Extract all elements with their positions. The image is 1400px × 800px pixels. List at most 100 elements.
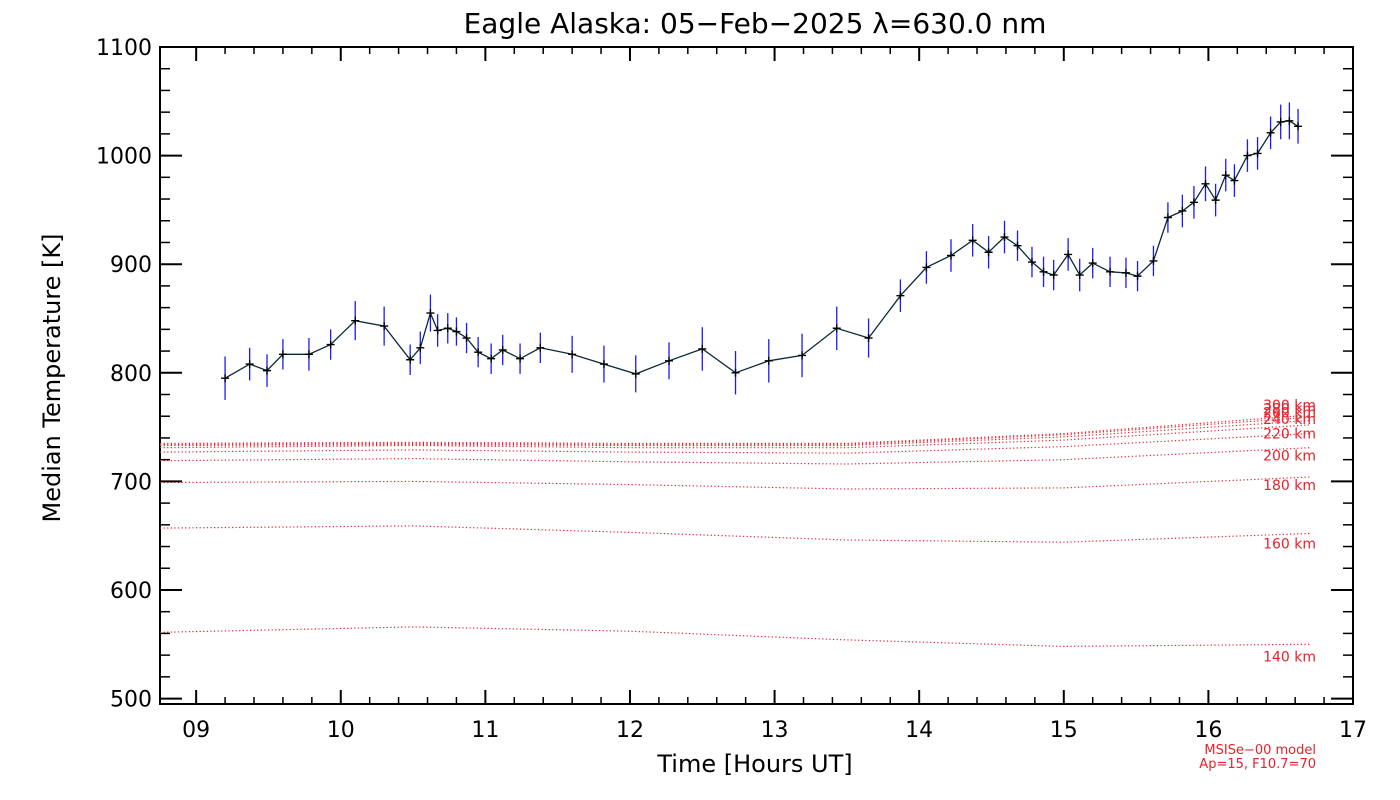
data-point (1211, 196, 1220, 205)
x-axis: 09 10 11 12 13 14 15 16 17 (182, 47, 1367, 743)
data-point (536, 343, 545, 352)
x-tick-label: 16 (1194, 718, 1222, 743)
data-point (1049, 271, 1058, 280)
x-tick-label: 09 (182, 718, 210, 743)
data-point (1253, 149, 1262, 158)
data-point (1163, 213, 1172, 222)
data-point (665, 356, 674, 365)
data-point (731, 368, 740, 377)
model-curve-label: 180 km (1263, 478, 1316, 494)
data-point (764, 356, 773, 365)
y-tick-label: 500 (110, 688, 152, 713)
temperature-line (224, 120, 1299, 379)
x-tick-label: 10 (327, 718, 355, 743)
data-point (1178, 206, 1187, 215)
data-point (452, 327, 461, 336)
data-point (1000, 233, 1009, 242)
data-point (1064, 250, 1073, 259)
model-curve (159, 414, 1310, 444)
data-point (263, 366, 272, 375)
y-tick-label: 600 (110, 579, 152, 604)
data-point (487, 354, 496, 363)
data-point (1243, 151, 1252, 160)
model-curve (159, 420, 1310, 447)
data-point (326, 340, 335, 349)
model-curve-label: 280 km (1263, 401, 1316, 417)
y-tick-label: 1100 (96, 36, 152, 61)
data-point (599, 360, 608, 369)
y-tick-label: 700 (110, 470, 152, 495)
model-curve (159, 416, 1310, 446)
data-point (380, 322, 389, 331)
model-curve-label: 140 km (1263, 649, 1316, 665)
data-series (221, 102, 1303, 400)
data-point (1201, 179, 1210, 188)
data-point (1027, 258, 1036, 267)
model-note-line1: MSISe−00 model (1204, 743, 1316, 758)
data-point (1133, 272, 1142, 281)
data-point (984, 248, 993, 257)
data-point (1106, 267, 1115, 276)
data-point (1088, 259, 1097, 268)
y-axis: 500 600 700 800 900 1000 1100 (96, 36, 1353, 713)
data-point (416, 343, 425, 352)
data-point (968, 236, 977, 245)
plot-frame (159, 46, 1354, 705)
data-point (498, 345, 507, 354)
data-point (426, 309, 435, 318)
x-tick-label: 13 (761, 718, 789, 743)
data-point (1075, 271, 1084, 280)
data-point (278, 350, 287, 359)
data-point (922, 263, 931, 272)
data-point (443, 324, 452, 333)
model-curve (159, 447, 1310, 465)
data-point (1276, 117, 1285, 126)
data-point (1121, 268, 1130, 277)
y-axis-label: Median Temperature [K] (38, 233, 66, 522)
x-axis-label: Time [Hours UT] (656, 750, 852, 778)
data-point (1013, 241, 1022, 250)
chart-title: Eagle Alaska: 05−Feb−2025 λ=630.0 nm (464, 7, 1047, 40)
data-point (896, 291, 905, 300)
data-point (516, 354, 525, 363)
x-tick-label: 15 (1050, 718, 1078, 743)
data-point (798, 351, 807, 360)
data-point (1039, 267, 1048, 276)
x-tick-label: 14 (905, 718, 933, 743)
data-point (406, 355, 415, 364)
data-point (698, 344, 707, 353)
data-point (462, 334, 471, 343)
x-tick-label: 12 (616, 718, 644, 743)
model-curve (159, 525, 1310, 543)
data-point (1294, 122, 1303, 131)
data-point (433, 326, 442, 335)
data-point (832, 324, 841, 333)
model-curve (159, 433, 1310, 454)
data-point (304, 350, 313, 359)
data-point (864, 334, 873, 343)
model-curve-label: 200 km (1263, 449, 1316, 465)
data-point (1285, 116, 1294, 125)
model-curve (159, 626, 1310, 648)
data-point (1149, 256, 1158, 265)
model-curve (159, 424, 1310, 449)
data-point (351, 316, 360, 325)
y-tick-label: 900 (110, 253, 152, 278)
model-curve-label: 300 km (1263, 398, 1316, 414)
model-curve-label: 240 km (1263, 412, 1316, 428)
x-tick-label: 17 (1339, 718, 1367, 743)
data-point (631, 369, 640, 378)
data-point (1221, 171, 1230, 180)
y-tick-label: 800 (110, 362, 152, 387)
data-point (568, 350, 577, 359)
data-point (474, 348, 483, 357)
data-point (1230, 176, 1239, 185)
data-point (1189, 198, 1198, 207)
data-point (946, 251, 955, 260)
model-curve-label: 160 km (1263, 537, 1316, 553)
y-tick-label: 1000 (96, 145, 152, 170)
model-note-line2: Ap=15, F10.7=70 (1199, 757, 1316, 772)
data-point (221, 374, 230, 383)
x-tick-label: 11 (471, 718, 499, 743)
